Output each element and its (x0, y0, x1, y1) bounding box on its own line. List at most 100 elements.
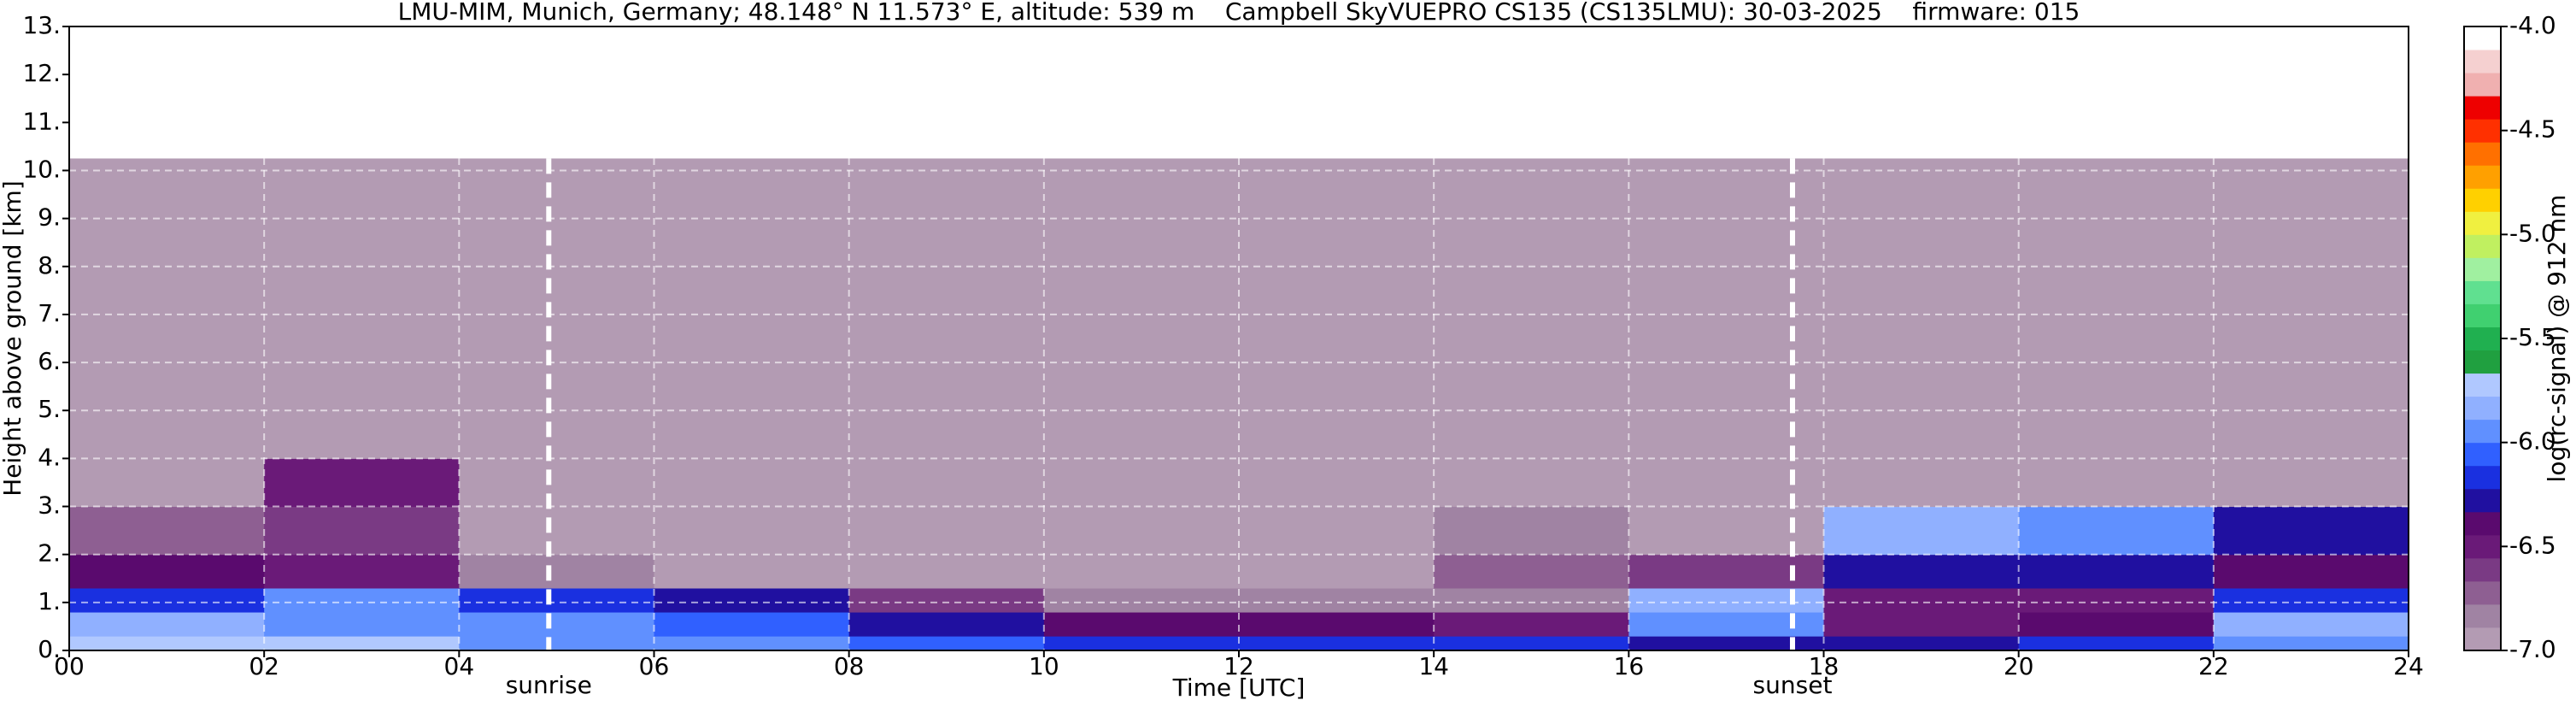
colorbar-tick-label: -5.0 (2509, 219, 2556, 247)
heatmap-cell (1823, 158, 2020, 459)
colorbar-band (2464, 373, 2501, 397)
y-tick-label: 13. (22, 11, 61, 39)
y-tick-label: 5. (38, 395, 61, 423)
heatmap-cell (2213, 612, 2409, 637)
y-tick-label: 2. (38, 539, 61, 568)
colorbar-band (2464, 142, 2501, 166)
plot-frame (68, 26, 2409, 651)
heatmap-cell (264, 458, 460, 508)
heatmap-cell (2213, 458, 2409, 508)
y-tick-label: 3. (38, 491, 61, 520)
x-tick-label: 06 (639, 652, 670, 680)
x-tick-label: 02 (249, 652, 279, 680)
y-tick-label: 4. (38, 443, 61, 471)
heatmap-cell (848, 554, 1045, 589)
colorbar-band (2464, 257, 2501, 281)
colorbar-band (2464, 280, 2501, 304)
heatmap-cell (1043, 158, 1240, 459)
colorbar-band (2464, 534, 2501, 559)
heatmap-cell (459, 554, 654, 589)
heatmap-cell (1434, 554, 1629, 589)
heatmap-cell (2018, 588, 2215, 613)
y-tick-label: 12. (22, 59, 61, 87)
heatmap-cell (459, 588, 654, 613)
heatmap-cell (264, 636, 460, 651)
y-tick-label: 7. (38, 299, 61, 327)
colorbar-band (2464, 188, 2501, 212)
annotation-label: sunrise (506, 671, 592, 699)
heatmap-cell (1823, 636, 2020, 651)
heatmap-cell (1823, 554, 2020, 589)
colorbar-band (2464, 303, 2501, 327)
colorbar-band (2464, 603, 2501, 628)
x-tick-label: 14 (1418, 652, 1449, 680)
heatmap-cell (1239, 554, 1435, 589)
heatmap-cell (654, 612, 850, 637)
heatmap-cell (848, 506, 1045, 556)
x-tick-label: 00 (54, 652, 85, 680)
heatmap-cell (1043, 458, 1240, 508)
colorbar-band (2464, 211, 2501, 235)
colorbar-band (2464, 234, 2501, 258)
heatmap-cell (654, 458, 850, 508)
heatmap-cell (1628, 636, 1824, 651)
colorbar-band (2464, 442, 2501, 467)
heatmap-cell (1823, 506, 2020, 556)
x-tick-label: 18 (1809, 652, 1840, 680)
heatmap-cell (848, 458, 1045, 508)
heatmap-cell (459, 506, 654, 556)
heatmap-cell (1434, 588, 1629, 613)
colorbar-tick-label: -4.5 (2509, 115, 2556, 144)
colorbar-band (2464, 511, 2501, 536)
heatmap-cell (459, 636, 654, 651)
heatmap-cell (2018, 506, 2215, 556)
colorbar-band (2464, 50, 2501, 74)
heatmap-cell (264, 554, 460, 589)
colorbar-tick-label: -6.0 (2509, 427, 2556, 456)
y-tick-label: 6. (38, 347, 61, 375)
heatmap-cell (459, 158, 654, 459)
heatmap-cell (848, 588, 1045, 613)
x-axis-label: Time [UTC] (1172, 674, 1306, 702)
heatmap-cell (654, 158, 850, 459)
heatmap-cell (1434, 506, 1629, 556)
y-tick-label: 8. (38, 251, 61, 279)
colorbar-band (2464, 396, 2501, 421)
heatmap-cell (69, 458, 265, 508)
heatmap-cell (1823, 612, 2020, 637)
colorbar-band (2464, 557, 2501, 582)
heatmap-cell (1043, 554, 1240, 589)
heatmap-cell (1434, 612, 1629, 637)
heatmap-cell (69, 636, 265, 651)
heatmap-cell (1239, 158, 1435, 459)
annotation-label: sunset (1753, 671, 1833, 699)
heatmap-cell (2213, 636, 2409, 651)
heatmap-cell (654, 636, 850, 651)
heatmap-cell (2213, 588, 2409, 613)
colorbar-band (2464, 488, 2501, 513)
heatmap-cell (69, 554, 265, 589)
heatmap-cell (2018, 458, 2215, 508)
heatmap-cell (654, 554, 850, 589)
heatmap-cell (2018, 612, 2215, 637)
heatmap-cell (1823, 458, 2020, 508)
colorbar-band (2464, 327, 2501, 351)
heatmap-cell (1434, 158, 1629, 459)
colorbar-band (2464, 419, 2501, 444)
heatmap-cell (1043, 636, 1240, 651)
heatmap-cell (848, 612, 1045, 637)
x-tick-label: 04 (444, 652, 475, 680)
y-tick-label: 0. (38, 635, 61, 663)
x-tick-label: 24 (2393, 652, 2424, 680)
heatmap-cell (1239, 636, 1435, 651)
colorbar-band (2464, 165, 2501, 189)
x-tick-label: 10 (1029, 652, 1059, 680)
heatmap-cell (1434, 636, 1629, 651)
colorbar-tick-label: -6.5 (2509, 531, 2556, 559)
heatmap-cell (459, 612, 654, 637)
colorbar-tick-label: -7.0 (2509, 635, 2556, 663)
colorbar-band (2464, 119, 2501, 143)
heatmap-cell (1239, 612, 1435, 637)
